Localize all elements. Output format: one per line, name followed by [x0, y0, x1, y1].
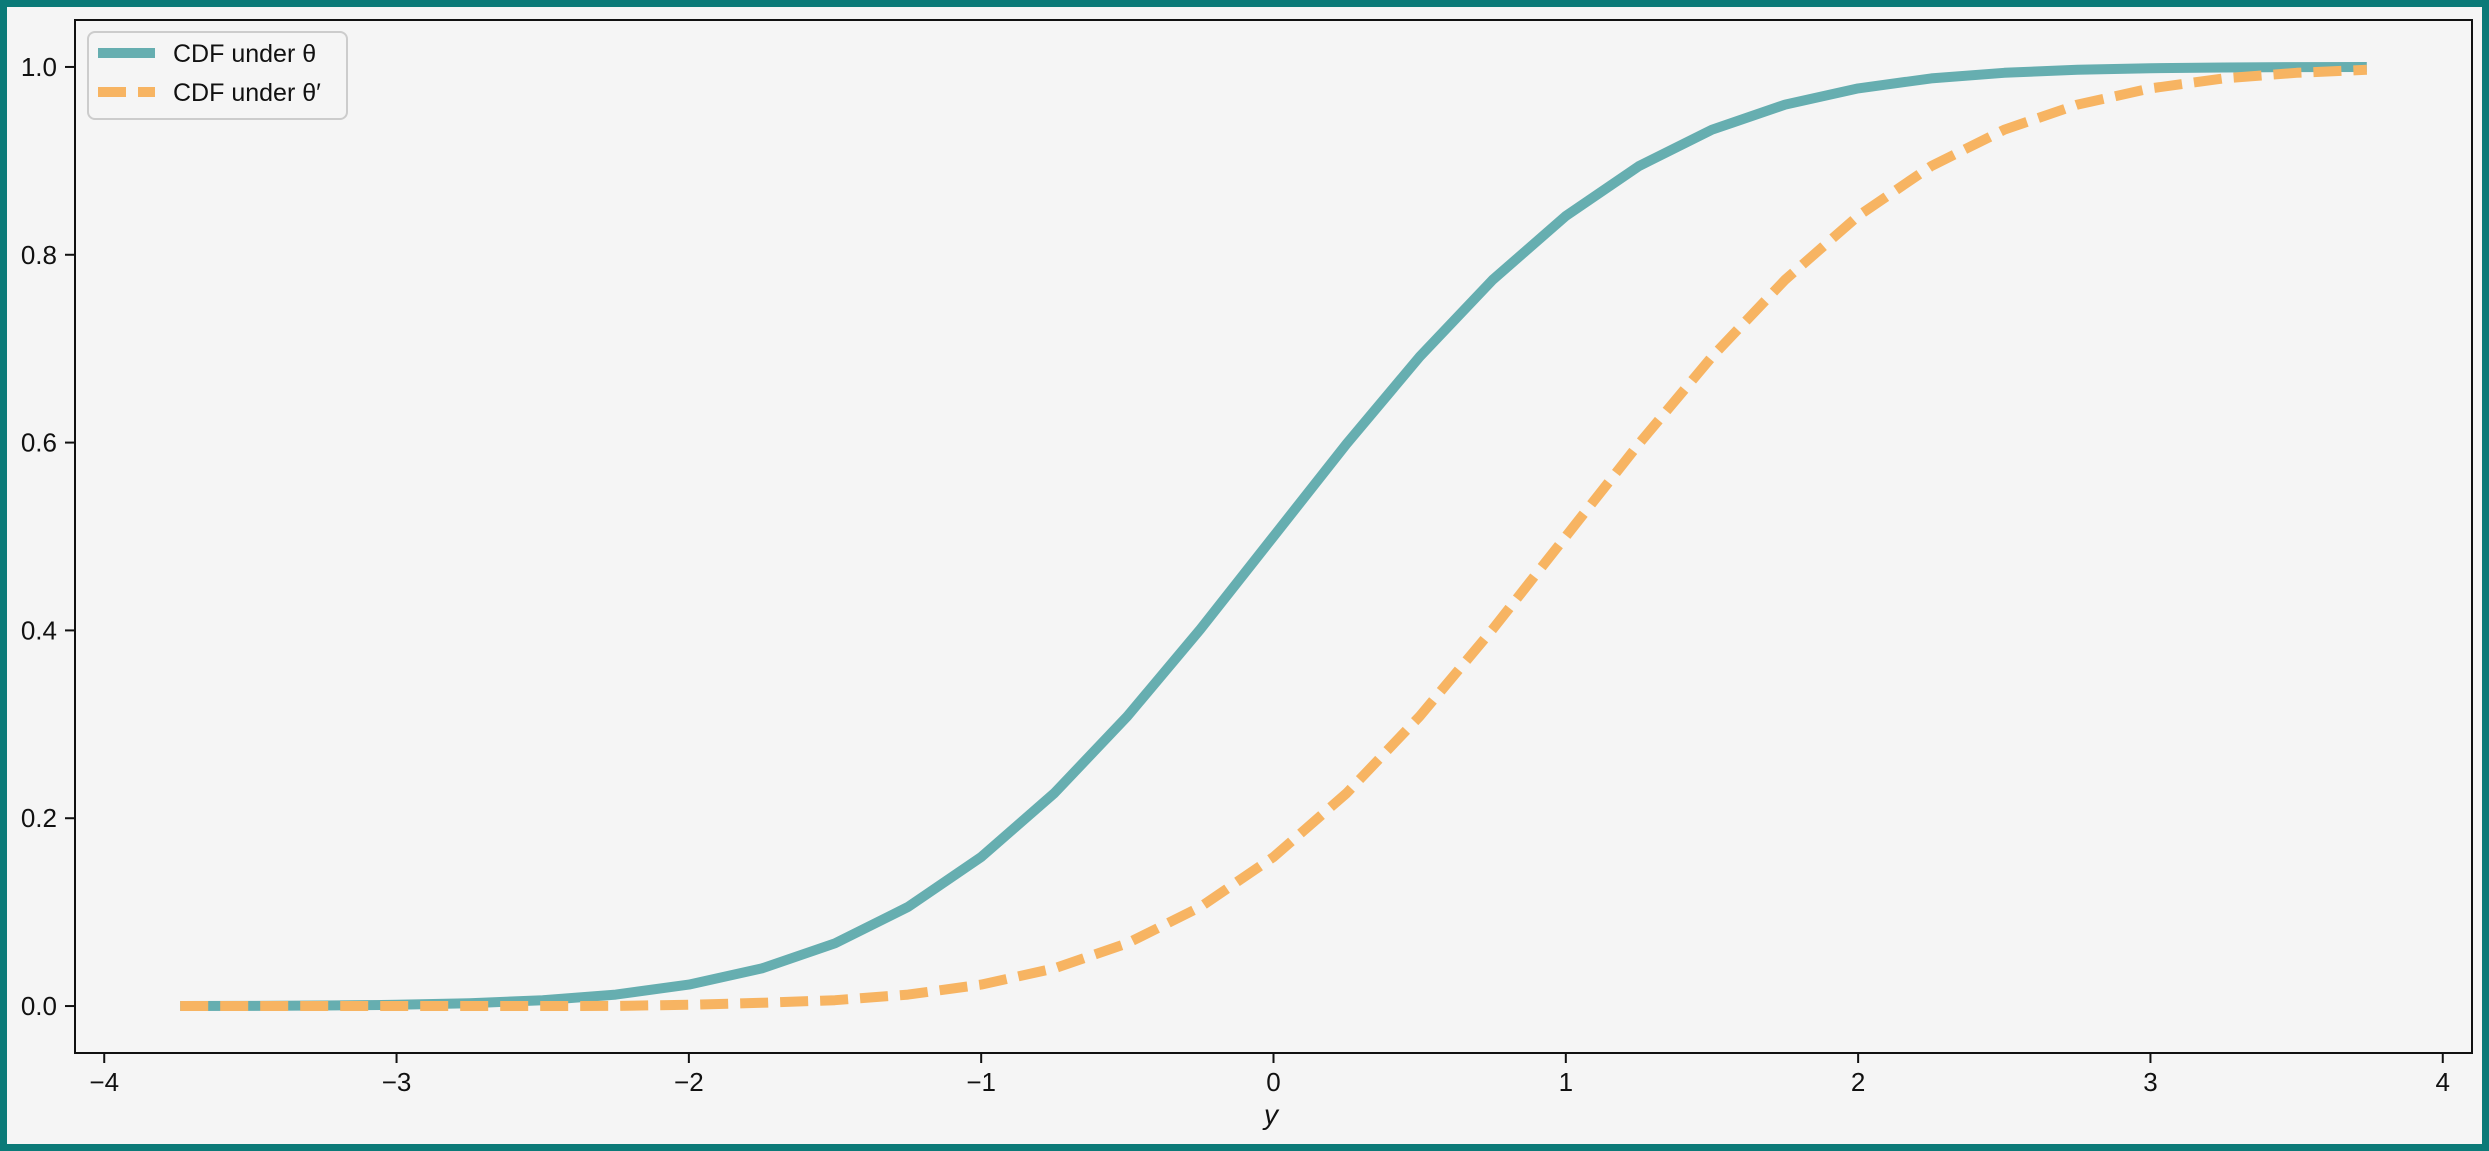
- x-axis-label: y: [1262, 1099, 1280, 1130]
- y-tick-label: 0.2: [21, 803, 57, 833]
- y-tick-label: 1.0: [21, 52, 57, 82]
- y-tick-label: 0.4: [21, 615, 57, 645]
- y-tick-label: 0.6: [21, 428, 57, 458]
- x-tick-label: −4: [89, 1067, 119, 1097]
- series-line-theta: [180, 62, 2367, 1011]
- x-tick-label: 4: [2436, 1067, 2450, 1097]
- x-tick-label: −1: [966, 1067, 996, 1097]
- series-line-theta-prime: [180, 64, 2368, 1011]
- legend-label-theta: CDF under θ: [173, 40, 316, 68]
- x-tick-label: 1: [1559, 1067, 1573, 1097]
- plot-content: [180, 62, 2368, 1011]
- y-tick-label: 0.0: [21, 991, 57, 1021]
- x-tick-label: −3: [382, 1067, 412, 1097]
- legend-label-theta-prime: CDF under θ′: [173, 79, 321, 107]
- legend: CDF under θ CDF under θ′: [87, 31, 348, 120]
- x-tick-label: 3: [2143, 1067, 2157, 1097]
- x-tick-label: 2: [1851, 1067, 1865, 1097]
- x-tick-label: −2: [674, 1067, 704, 1097]
- x-tick-label: 0: [1266, 1067, 1280, 1097]
- y-tick-label: 0.8: [21, 240, 57, 270]
- axes: −4 −3 −2 −1 0 1 2 3 4 0.0 0.2 0.4 0.6 0.8 1.0: [21, 52, 2450, 1097]
